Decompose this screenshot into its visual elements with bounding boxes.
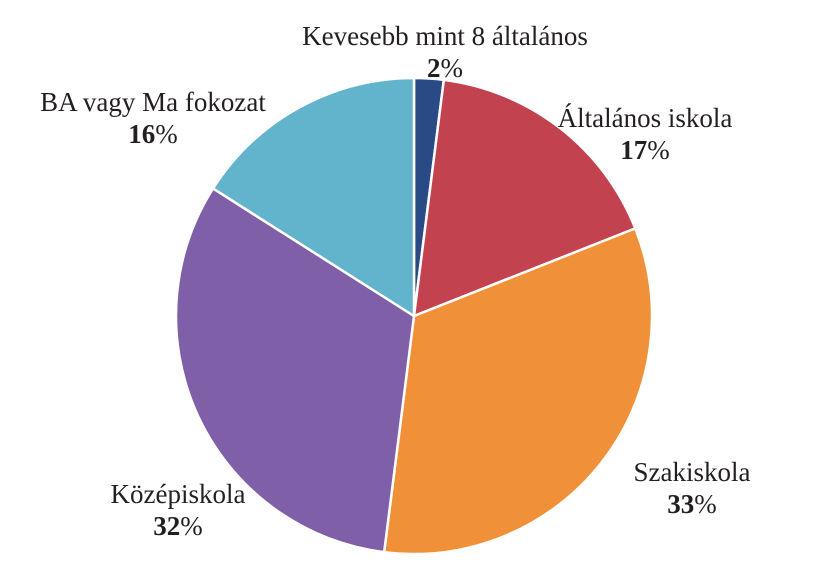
slice-percent-5: 16% <box>128 119 178 149</box>
slice-label-5: BA vagy Ma fokozat <box>40 87 266 117</box>
slice-label-3: Szakiskola <box>634 457 751 487</box>
slice-label-2: Általános iskola <box>558 103 733 133</box>
pie-slices <box>174 76 654 556</box>
slice-percent-3: 33% <box>667 489 717 519</box>
slice-label-1: Kevesebb mint 8 általános <box>302 21 588 51</box>
slice-label-4: Középiskola <box>111 479 246 509</box>
slice-percent-4: 32% <box>153 511 203 541</box>
pie-slice-3 <box>382 227 654 556</box>
slice-percent-2: 17% <box>620 135 670 165</box>
pie-slice-2 <box>412 78 637 318</box>
slice-percent-1: 2% <box>427 53 463 83</box>
pie-slice-5 <box>211 76 416 318</box>
